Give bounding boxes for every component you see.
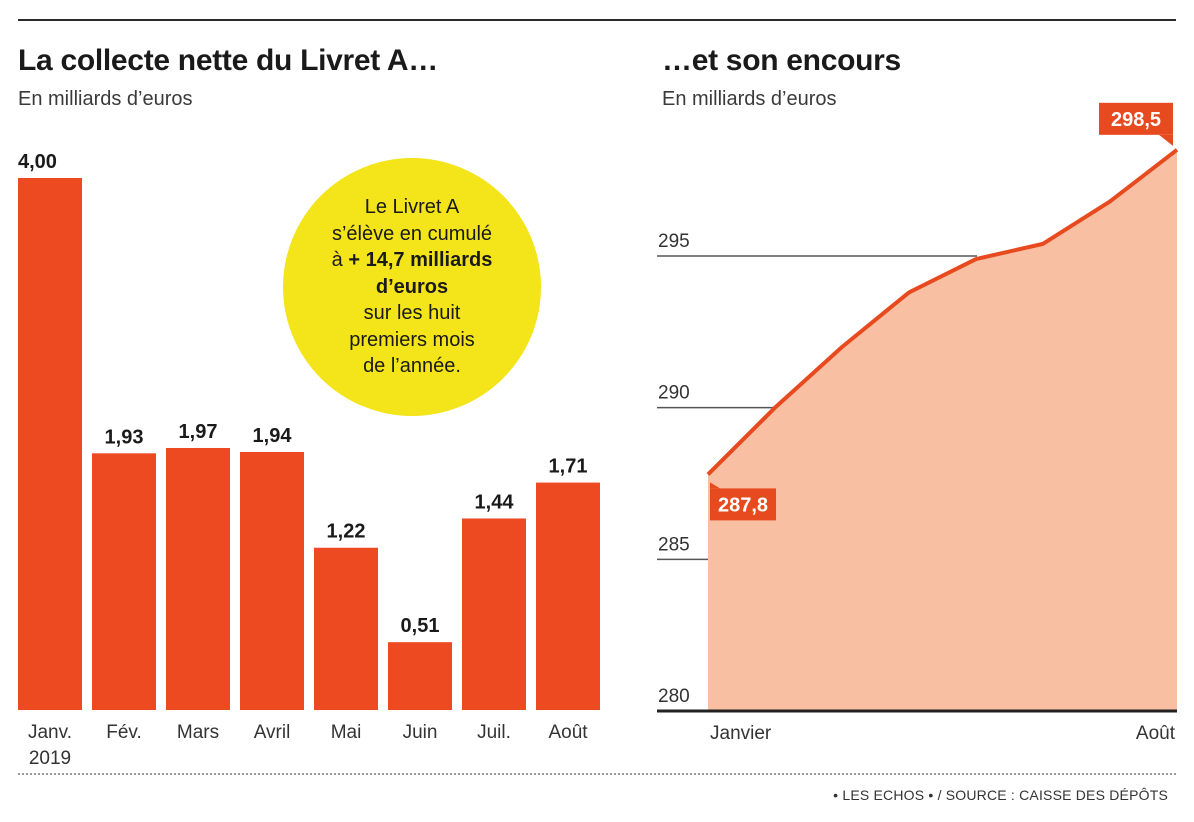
left-chart-title: La collecte nette du Livret A… bbox=[18, 44, 438, 77]
callout-line-3-prefix: à bbox=[331, 249, 349, 272]
right-chart-subtitle: En milliards d’euros bbox=[662, 88, 837, 110]
end-value-label: 298,5 bbox=[1111, 109, 1161, 131]
series-line bbox=[706, 148, 1179, 476]
callout-unit: d’euros bbox=[375, 275, 449, 298]
area-fill bbox=[708, 149, 1177, 712]
bar-1 bbox=[18, 178, 82, 710]
area-chart: 280 285 290 295 287,8 298,5 Janvier 2019 Août bbox=[657, 102, 1179, 750]
right-chart-title: …et son encours bbox=[662, 44, 901, 77]
bar-7 bbox=[462, 518, 526, 710]
end-label-box bbox=[1099, 102, 1173, 135]
callout-line-2: s’élève en cumulé bbox=[331, 222, 493, 245]
y-tick-label: 285 bbox=[658, 534, 690, 555]
x-tick-label: Mars bbox=[177, 722, 219, 743]
cumulative-callout-bubble: Le Livret A s’élève en cumulé à + 14,7 m… bbox=[283, 158, 541, 416]
y-tick-label: 290 bbox=[658, 383, 690, 404]
x-tick-label: Mai bbox=[331, 722, 362, 743]
start-label-pointer bbox=[710, 482, 720, 489]
callout-line-7: de l’année. bbox=[363, 355, 461, 378]
bar-value-label: 1,93 bbox=[105, 426, 144, 448]
x-tick-label: Juin bbox=[403, 722, 438, 743]
bar-5 bbox=[314, 547, 378, 710]
x-tick-label: Juil. bbox=[477, 722, 511, 743]
bar-2 bbox=[92, 453, 156, 710]
callout-line-1: Le Livret A bbox=[364, 196, 460, 219]
footer-divider bbox=[18, 773, 1176, 775]
bar-value-label: 0,51 bbox=[401, 615, 440, 637]
end-label-pointer bbox=[1159, 134, 1173, 146]
x-tick-label: 2019 bbox=[710, 749, 752, 750]
callout-line-6: premiers mois bbox=[349, 328, 475, 351]
start-label-box bbox=[710, 488, 776, 521]
x-tick-label: 2019 bbox=[29, 748, 71, 769]
x-tick-label: Janvier bbox=[710, 723, 772, 744]
bar-8 bbox=[536, 482, 600, 710]
bar-chart: 4,00 Janv. 2019 1,93 Fév. 1,97 Mars 1,94 Avril 1,… bbox=[18, 151, 600, 769]
source-credit: • LES ECHOS • / SOURCE : CAISSE DES DÉPÔ… bbox=[833, 787, 1168, 803]
x-tick-label: Janv. bbox=[28, 722, 72, 743]
callout-line-5: sur les huit bbox=[363, 302, 461, 325]
x-tick-label: Août bbox=[548, 722, 588, 743]
bar-value-label: 1,71 bbox=[549, 456, 588, 478]
callout-amount: + 14,7 milliards bbox=[348, 249, 493, 272]
bar-value-label: 4,00 bbox=[18, 151, 57, 173]
bar-3 bbox=[166, 447, 230, 710]
bar-6 bbox=[388, 642, 452, 710]
bar-4 bbox=[240, 451, 304, 710]
bar-value-label: 1,22 bbox=[327, 521, 366, 543]
top-rule bbox=[18, 19, 1176, 21]
x-tick-label: Août bbox=[1136, 723, 1176, 744]
y-tick-label: 280 bbox=[658, 686, 690, 707]
y-tick-label: 295 bbox=[658, 231, 690, 252]
bar-value-label: 1,44 bbox=[475, 491, 515, 513]
bar-value-label: 1,94 bbox=[253, 425, 293, 447]
bar-value-label: 1,97 bbox=[179, 421, 218, 443]
x-tick-label: Avril bbox=[254, 722, 291, 743]
left-chart-subtitle: En milliards d’euros bbox=[18, 88, 193, 110]
start-value-label: 287,8 bbox=[718, 494, 768, 516]
x-tick-label: Fév. bbox=[106, 722, 142, 743]
